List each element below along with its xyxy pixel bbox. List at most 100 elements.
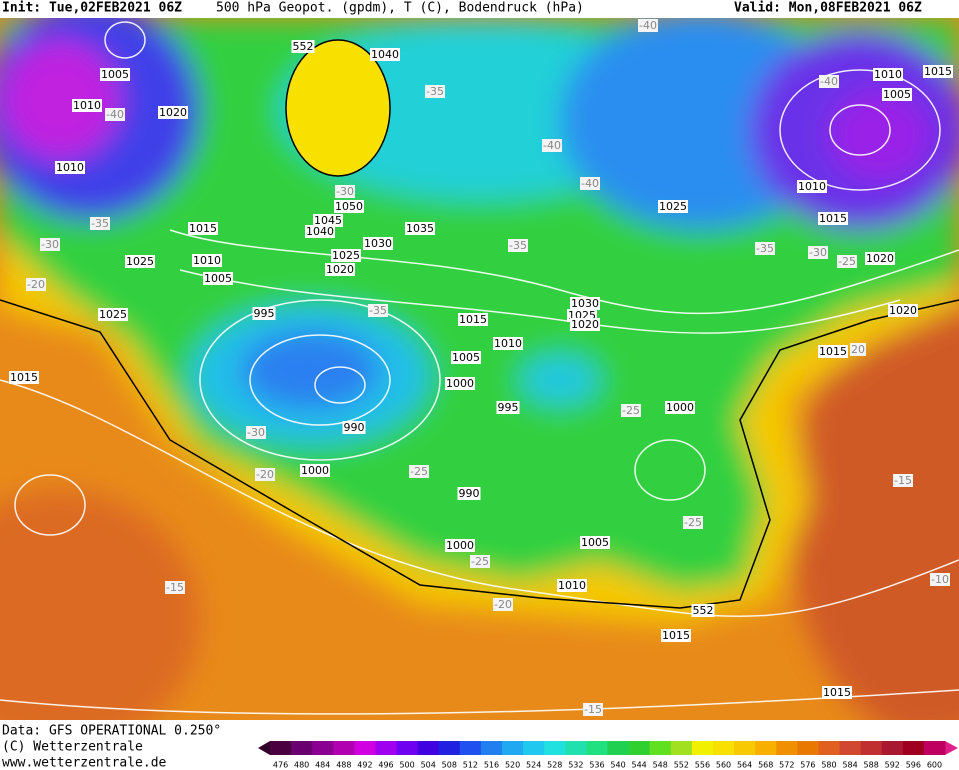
colorbar-swatch [839,741,862,755]
pressure-label-box [55,161,85,174]
colorbar-label: 584 [842,761,857,770]
colorbar-swatch [480,741,503,755]
colorbar-label: 600 [927,761,942,770]
pressure-label-box [570,318,600,331]
temperature-label: -40 [581,177,599,190]
temperature-label: -30 [809,246,827,259]
pressure-label: 990 [344,421,365,434]
temperature-label-box [893,474,913,487]
pressure-label: 1015 [924,65,952,78]
temperature-label-box [335,185,355,198]
pressure-label-box [457,487,481,500]
temperature-label-box [808,246,828,259]
pressure-label-box [325,263,355,276]
pressure-label-box [458,313,488,326]
colorbar-swatch [544,741,566,755]
pressure-label-box [203,272,233,285]
pressure-label-box [445,539,475,552]
colorbar-label: 520 [505,761,520,770]
temperature-label-box [40,238,60,251]
colorbar-label: 548 [653,761,668,770]
init-time: Init: Tue,02FEB2021 06Z [2,1,182,16]
temperature-label: -25 [838,255,856,268]
colorbar-swatch [417,741,440,755]
pressure-label: 995 [254,307,275,320]
pressure-label-box [342,421,366,434]
temperature-label-box [580,177,600,190]
colorbar-label: 552 [674,761,689,770]
pressure-label: 1025 [332,249,360,262]
colorbar-swatch [291,741,313,755]
pressure-label: 1020 [159,106,187,119]
temperature-label-box [683,516,703,529]
colorbar-label: 508 [442,761,457,770]
pressure-label: 1020 [866,252,894,265]
pressure-label-box [882,88,912,101]
data-source: Data: GFS OPERATIONAL 0.250° [2,724,221,739]
temperature-label: -20 [256,468,274,481]
colorbar-swatch [565,741,587,755]
temperature-label: -15 [584,703,602,716]
temperature-label: -30 [247,426,265,439]
temperature-label-box [930,573,950,586]
temperature-label-box [105,108,125,121]
colorbar-label: 484 [315,761,330,770]
pressure-label-box [405,222,435,235]
colorbar-label: 564 [737,761,752,770]
colorbar-swatch [649,741,672,755]
pressure-label-box [661,629,691,642]
colorbar-swatch [459,741,482,755]
colorbar-label: 476 [273,761,288,770]
colorbar-label: 560 [716,761,731,770]
colorbar-label: 532 [568,761,583,770]
temperature-label-box [542,139,562,152]
colorbar-end [258,741,270,755]
pressure-label: 1000 [446,539,474,552]
pressure-label-box [658,200,688,213]
pressure-label-box [100,68,130,81]
temperature-label: 20 [851,343,865,356]
website: www.wetterzentrale.de [2,756,167,770]
temperature-label-box [90,217,110,230]
pressure-label-box [305,225,335,238]
temperature-label: -40 [820,75,838,88]
colorbar-label: 592 [885,761,900,770]
pressure-label-box [822,686,852,699]
pressure-label-box [334,200,364,213]
pressure-label-box [300,464,330,477]
pressure-label: 1005 [204,272,232,285]
pressure-label-box [72,99,102,112]
pressure-label: 1010 [494,337,522,350]
valid-time: Valid: Mon,08FEB2021 06Z [734,1,922,16]
pressure-label: 1050 [335,200,363,213]
pressure-label: 1040 [306,225,334,238]
colorbar-label: 536 [589,761,604,770]
colorbar-swatch [902,741,925,755]
colorbar-swatch [375,741,398,755]
temperature-label-box [409,465,429,478]
pressure-label-box [818,212,848,225]
temperature-label: -25 [684,516,702,529]
pressure-label: 1005 [581,536,609,549]
colorbar-label: 580 [821,761,836,770]
pressure-label: 1010 [558,579,586,592]
colorbar-swatch [354,741,376,755]
pressure-label: 1025 [659,200,687,213]
temperature-label-box [638,19,658,32]
temperature-label-box [837,255,857,268]
temperature-label: -35 [509,239,527,252]
colorbar-label: 516 [484,761,499,770]
pressure-label-box [818,345,848,358]
pressure-label: 1005 [101,68,129,81]
pressure-label-box [580,536,610,549]
pressure-label-box [188,222,218,235]
temperature-label: -10 [931,573,949,586]
temperature-label: -25 [410,465,428,478]
pressure-label-box [557,579,587,592]
pressure-label: 1000 [301,464,329,477]
pressure-label-box [493,337,523,350]
temperature-label-box [425,85,445,98]
pressure-label-box [313,214,343,227]
colorbar-label: 488 [336,761,351,770]
